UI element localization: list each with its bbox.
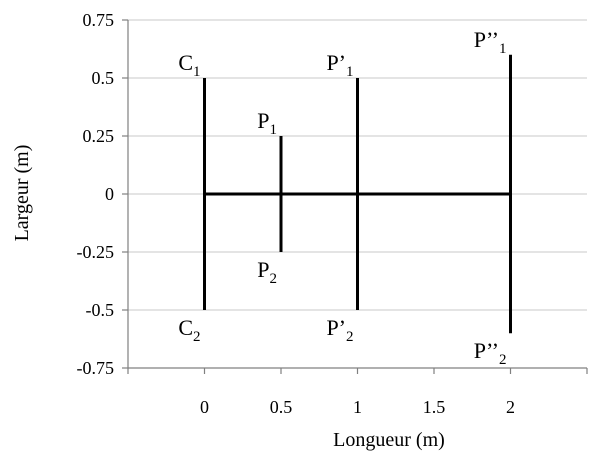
axes — [122, 19, 588, 374]
y-tick-label: 0.75 — [83, 10, 115, 30]
point-label-7: P’’2 — [474, 338, 507, 368]
point-label-0: C1 — [178, 50, 200, 80]
point-label-3: P2 — [257, 257, 277, 287]
point-label-1: C2 — [178, 315, 200, 345]
tick-labels: 0.75 0.5 0.25 0 -0.25 -0.5 -0.75 0 0.5 1 1.5 2 — [77, 10, 516, 417]
y-tick-label: 0.5 — [92, 68, 115, 88]
x-tick-label: 1.5 — [423, 397, 446, 417]
y-tick-label: 0.25 — [83, 126, 115, 146]
point-labels: C1 C2 P1 P2 P’1 P’2 P’’1 P’’2 — [178, 27, 506, 368]
x-tick-label: 0 — [200, 397, 209, 417]
x-axis-title: Longueur (m) — [333, 429, 445, 451]
segments — [203, 54, 512, 334]
x-tick-label: 1 — [353, 397, 362, 417]
point-label-6: P’’1 — [474, 27, 507, 57]
point-label-5: P’2 — [326, 315, 353, 345]
y-tick-label: -0.25 — [77, 242, 115, 262]
point-label-2: P1 — [257, 108, 277, 138]
x-tick-label: 2 — [506, 397, 515, 417]
y-axis-title: Largeur (m) — [11, 145, 33, 242]
point-label-4: P’1 — [326, 50, 353, 80]
y-tick-label: -0.5 — [86, 300, 115, 320]
x-tick-label: 0.5 — [270, 397, 293, 417]
y-tick-label: 0 — [105, 184, 114, 204]
y-tick-label: -0.75 — [77, 358, 115, 378]
